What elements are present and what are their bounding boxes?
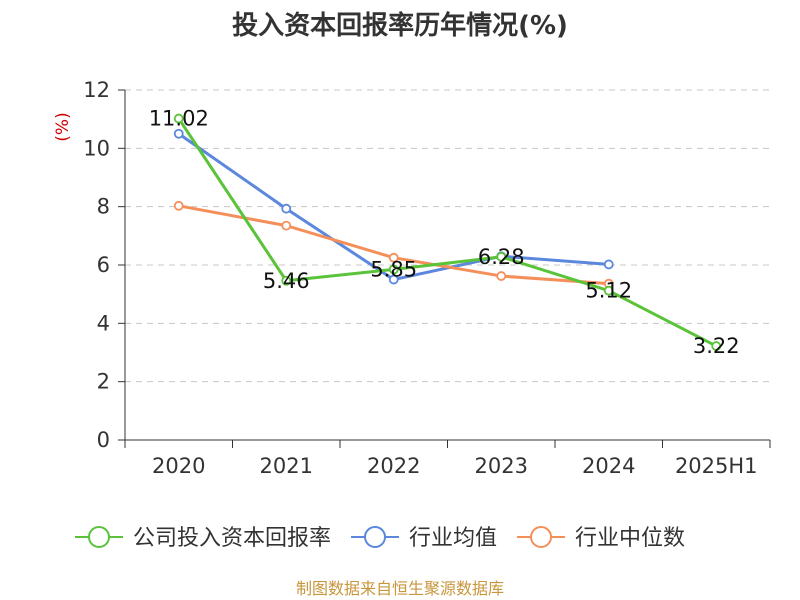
series-2-point-1 (281, 220, 292, 231)
x-tick-label-2021: 2021 (260, 454, 313, 478)
y-tick-label-4: 4 (97, 311, 110, 335)
legend-label-1: 行业均值 (409, 526, 497, 551)
grid-lines (125, 89, 770, 383)
series-0-point-2 (388, 264, 399, 275)
series-0-point-0 (173, 113, 184, 124)
x-tick-label-2025H1: 2025H1 (675, 454, 758, 478)
series-1-point-0 (173, 128, 184, 139)
y-tick-label-8: 8 (97, 195, 110, 219)
series-1-point-2 (388, 274, 399, 285)
legend-marker-2 (530, 526, 553, 548)
data-label-2021: 5.46 (263, 269, 310, 293)
y-tick-label-0: 0 (97, 428, 110, 452)
legend-label-2: 行业中位数 (575, 526, 685, 551)
legend: 公司投入资本回报率 行业均值 行业中位数 (75, 526, 685, 551)
y-tick-label-2: 2 (97, 370, 110, 394)
y-axis-unit-label: (%) (53, 112, 73, 141)
x-tick-label-2022: 2022 (367, 454, 420, 478)
series-0-point-5 (711, 341, 722, 351)
source-note: 制图数据来自恒生聚源数据库 (296, 579, 504, 598)
data-label-2025H1: 3.22 (693, 334, 740, 358)
series-1-point-4 (603, 259, 614, 270)
data-label-2023: 6.28 (478, 245, 525, 269)
series-2-point-0 (173, 200, 184, 211)
y-tick-label-10: 10 (83, 136, 110, 160)
data-label-2022: 5.85 (370, 257, 417, 281)
series-1-point-1 (281, 203, 292, 214)
x-tick-label-2023: 2023 (475, 454, 528, 478)
series-0-point-3 (496, 251, 507, 262)
legend-marker-0 (88, 526, 110, 548)
y-tick-label-6: 6 (97, 253, 110, 277)
legend-label-0: 公司投入资本回报率 (133, 526, 331, 551)
series-line-0 (177, 117, 717, 348)
series-group (173, 113, 722, 351)
data-label-2020: 11.02 (149, 107, 209, 131)
series-0-point-4 (603, 285, 614, 296)
data-label-2024: 5.12 (585, 279, 632, 303)
series-2-point-2 (388, 252, 399, 263)
y-tick-label-12: 12 (83, 78, 110, 102)
data-labels: 11.02 5.46 5.85 6.28 5.12 3.22 (149, 107, 740, 359)
x-tick-label-2024: 2024 (582, 454, 635, 478)
chart-title: 投入资本回报率历年情况(%) (232, 10, 568, 41)
series-2-point-3 (496, 271, 507, 281)
legend-marker-1 (364, 526, 387, 548)
x-tick-label-2020: 2020 (152, 454, 205, 478)
series-0-point-1 (281, 275, 292, 286)
axes: 0 2 4 6 8 10 12 2020 2021 2022 2023 2024 2025H1 (83, 78, 771, 478)
